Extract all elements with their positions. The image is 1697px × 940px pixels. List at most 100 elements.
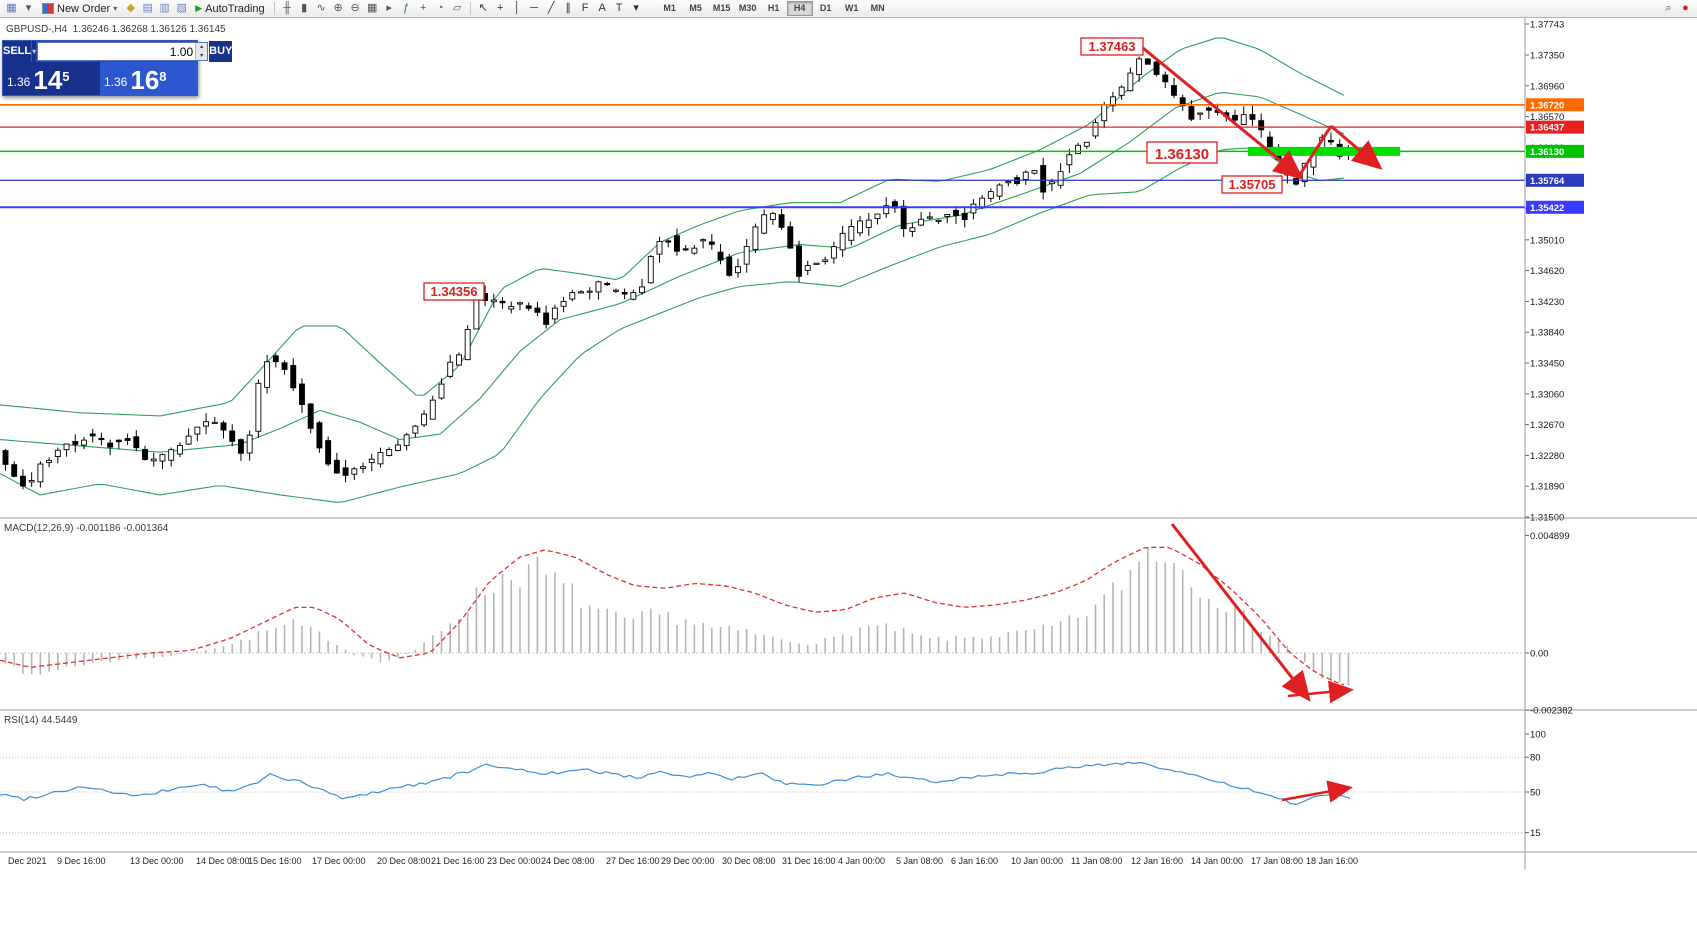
timeframe-h1[interactable]: H1 <box>761 1 787 16</box>
fibonacci-icon[interactable]: F <box>581 1 589 14</box>
buy-button[interactable]: BUY <box>209 41 233 62</box>
zoom-in-icon[interactable]: ⊕ <box>333 1 343 14</box>
price-axis-tick: 1.33840 <box>1530 328 1564 339</box>
vertical-line-icon[interactable]: │ <box>513 1 521 14</box>
bar-chart-icon[interactable]: ╫ <box>283 1 292 14</box>
trend-arrow[interactable] <box>1170 523 1311 702</box>
level-price-badge <box>1526 120 1584 134</box>
time-axis-label: 6 Jan 16:00 <box>951 856 998 866</box>
timeframe-h4[interactable]: H4 <box>786 1 813 16</box>
toolbar-separator <box>273 2 275 15</box>
text-icon[interactable]: A <box>598 1 606 14</box>
trend-arrow[interactable] <box>1330 124 1383 170</box>
rsi-axis-tick: 50 <box>1530 788 1541 799</box>
trendline-icon[interactable]: ╱ <box>547 1 555 14</box>
navigator-icon[interactable]: ▧ <box>176 1 187 14</box>
price-axis-tick: 1.31890 <box>1530 482 1564 493</box>
period-icon[interactable]: ◔ <box>436 1 444 14</box>
toolbar: ▦ ▾ New Order ▾ ◆ ▤ ▥ ▧ ▶ AutoTrading ╫ ▮ ∿ ⊕ ⊖ ▦… <box>0 0 1697 18</box>
indicators-icon[interactable]: ƒ <box>403 1 410 14</box>
cursor-icon[interactable]: ↖ <box>478 1 488 14</box>
time-axis-label: Dec 2021 <box>8 856 47 866</box>
svg-text:1.34356: 1.34356 <box>431 284 478 299</box>
volume-down-button[interactable]: ▾ <box>195 51 208 60</box>
search-icon[interactable]: ⌕ <box>1665 1 1672 14</box>
trend-arrow[interactable] <box>1287 680 1354 704</box>
price-axis-tick: 1.37743 <box>1530 20 1564 31</box>
order-options-caret[interactable]: ▾ <box>31 41 37 62</box>
timeframe-m1[interactable]: M1 <box>657 1 683 16</box>
trend-arrow[interactable] <box>1142 46 1304 180</box>
rsi-axis-tick: 80 <box>1530 753 1541 764</box>
support-zone[interactable] <box>1248 146 1400 156</box>
sell-price-big: 14 <box>33 65 63 95</box>
chart-canvas[interactable]: 1.377431.373501.369601.365701.361801.357… <box>0 18 1697 940</box>
autotrading-button[interactable]: ▶ AutoTrading <box>190 1 269 17</box>
price-annotation[interactable]: 1.36130 <box>1146 141 1218 164</box>
data-window-icon[interactable]: ▥ <box>159 1 170 14</box>
one-click-trading-panel: SELL ▾ ▴ ▾ BUY 1.36 14 5 1.36 16 8 <box>2 40 233 96</box>
buy-price[interactable]: 1.36 16 8 <box>100 62 197 95</box>
timeframe-w1[interactable]: W1 <box>839 1 865 16</box>
metaeditor-icon[interactable]: ◆ <box>126 1 135 14</box>
sell-price[interactable]: 1.36 14 5 <box>3 62 100 95</box>
time-axis-label: 29 Dec 00:00 <box>661 856 715 866</box>
price-annotation[interactable]: 1.34356 <box>423 282 485 301</box>
market-watch-icon[interactable]: ▤ <box>142 1 153 14</box>
time-axis-label: 11 Jan 08:00 <box>1071 856 1122 866</box>
svg-text:1.37463: 1.37463 <box>1089 39 1136 54</box>
new-order-icon <box>42 3 54 14</box>
volume-input[interactable] <box>38 43 196 60</box>
label-icon[interactable]: T <box>615 1 623 14</box>
timeframe-mn[interactable]: MN <box>865 1 891 16</box>
new-order-button[interactable]: New Order ▾ <box>37 1 122 17</box>
timeframe-m15[interactable]: M15 <box>709 1 735 16</box>
arrows-tool-caret[interactable]: ▾ <box>633 1 639 14</box>
line-chart-icon[interactable]: ∿ <box>316 1 326 14</box>
price-annotation[interactable]: 1.35705 <box>1221 175 1283 194</box>
community-icon[interactable]: ● <box>1682 1 1689 14</box>
buy-price-big: 16 <box>130 65 160 95</box>
time-axis-label: 21 Dec 16:00 <box>431 856 485 866</box>
price-axis-tick: 1.35010 <box>1530 235 1564 246</box>
svg-text:1.35422: 1.35422 <box>1530 203 1564 214</box>
chart-shift-icon[interactable]: ▸ <box>386 1 392 14</box>
crosshair-icon[interactable]: + <box>496 1 504 14</box>
candlestick-chart-icon[interactable]: ▮ <box>301 1 308 14</box>
timeframe-bar: M1 M5 M15 M30 H1 H4 D1 W1 MN <box>657 1 891 16</box>
time-axis-label: 17 Jan 08:00 <box>1251 856 1303 866</box>
tile-windows-icon[interactable]: ▦ <box>366 1 378 14</box>
chart-window-icon[interactable]: ▦ <box>6 1 17 14</box>
sell-button[interactable]: SELL <box>3 41 32 62</box>
add-indicator-icon[interactable]: + <box>419 1 427 14</box>
macd-axis-tick: -0.002382 <box>1530 706 1573 717</box>
chart-window-caret[interactable]: ▾ <box>25 1 32 14</box>
svg-text:1.35764: 1.35764 <box>1530 176 1565 187</box>
trend-arrow[interactable] <box>1281 780 1353 803</box>
zoom-out-icon[interactable]: ⊖ <box>350 1 360 14</box>
time-axis-label: 31 Dec 16:00 <box>782 856 836 866</box>
price-axis-tick: 1.36570 <box>1530 112 1564 123</box>
timeframe-d1[interactable]: D1 <box>813 1 839 16</box>
symbol-header: GBPUSD-,H4 1.36246 1.36268 1.36126 1.361… <box>6 24 226 35</box>
timeframe-m5[interactable]: M5 <box>683 1 709 16</box>
templates-icon[interactable]: ▱ <box>452 1 462 14</box>
time-axis-label: 4 Jan 00:00 <box>838 856 885 866</box>
horizontal-line-icon[interactable]: ─ <box>530 1 539 14</box>
toolbar-left-icons: ▦ ▾ <box>3 1 37 17</box>
channel-icon[interactable]: ∥ <box>565 1 571 14</box>
timeframe-m30[interactable]: M30 <box>735 1 761 16</box>
volume-up-button[interactable]: ▴ <box>195 43 208 52</box>
macd-axis-tick: 0.004899 <box>1530 531 1570 542</box>
bollinger-lower-band <box>0 147 1345 503</box>
svg-text:1.36130: 1.36130 <box>1155 146 1209 163</box>
time-axis-label: 13 Dec 00:00 <box>130 856 184 866</box>
rsi-indicator-label: RSI(14) 44.5449 <box>4 715 78 726</box>
time-axis-label: 27 Dec 16:00 <box>606 856 660 866</box>
autotrading-play-icon: ▶ <box>195 3 203 13</box>
buy-price-sup: 8 <box>159 69 167 84</box>
trend-arrow[interactable] <box>1297 125 1333 177</box>
svg-text:1.36130: 1.36130 <box>1530 147 1564 158</box>
rsi-line <box>0 761 1351 806</box>
price-annotation[interactable]: 1.37463 <box>1080 37 1144 56</box>
